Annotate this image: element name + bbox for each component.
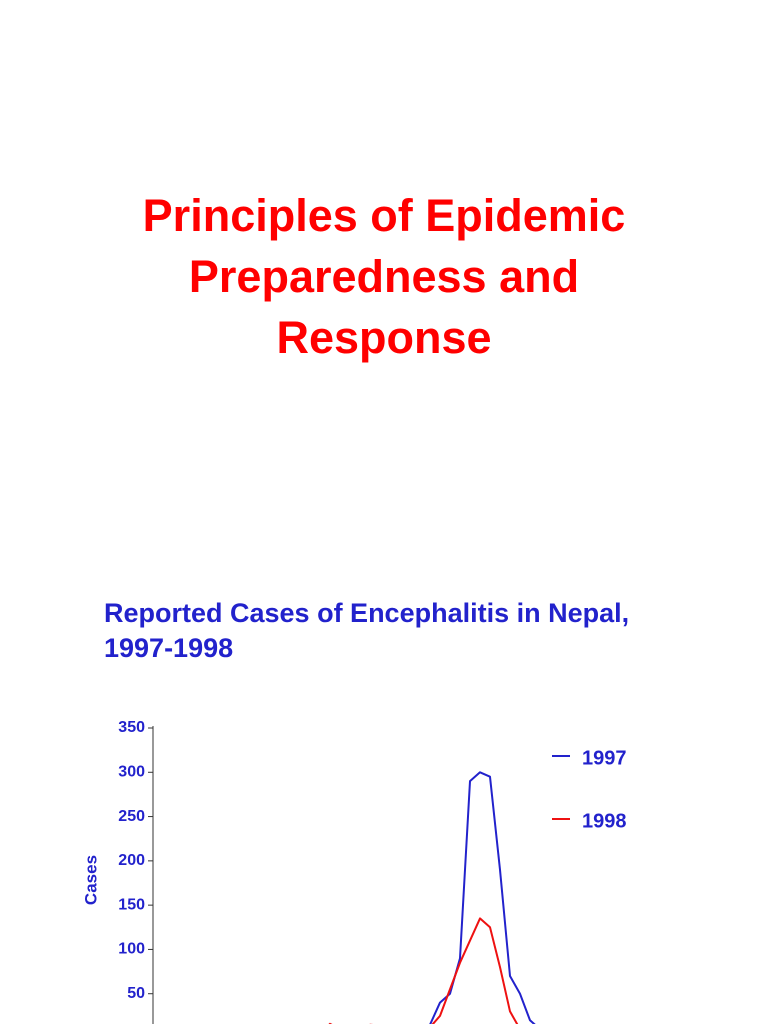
slide-title: Principles of Epidemic Preparedness and … xyxy=(142,190,626,363)
chart-title: Reported Cases of Encephalitis in Nepal,… xyxy=(104,598,630,663)
y-tick-label: 300 xyxy=(118,764,145,781)
line xyxy=(328,917,519,1024)
y-axis-label: Cases xyxy=(81,855,100,905)
legend-label: 1997 xyxy=(582,747,627,769)
line xyxy=(429,771,536,1024)
y-tick-label: 250 xyxy=(118,808,145,825)
y-tick-label: 350 xyxy=(118,719,145,736)
legend-label: 1998 xyxy=(582,810,627,832)
y-tick-label: 100 xyxy=(118,941,145,958)
y-tick-label: 50 xyxy=(127,985,145,1002)
y-tick-label: 200 xyxy=(118,852,145,869)
y-tick-label: 150 xyxy=(118,896,145,913)
